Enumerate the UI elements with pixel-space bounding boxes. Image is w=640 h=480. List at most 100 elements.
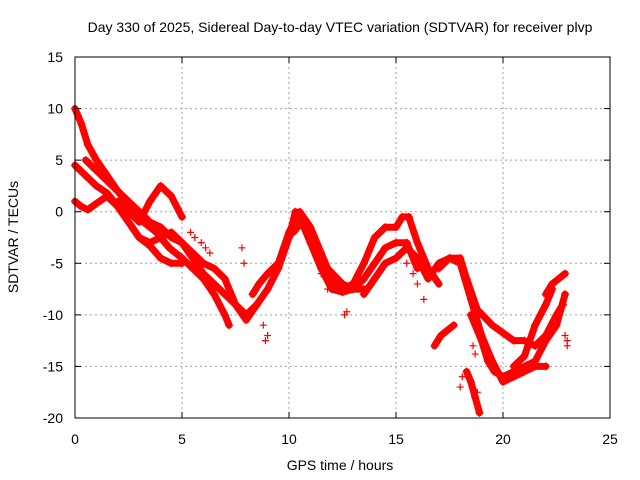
data-point xyxy=(252,300,261,309)
data-point xyxy=(263,269,272,278)
y-axis-label: SDTVAR / TECUs xyxy=(5,181,21,293)
data-point xyxy=(520,362,529,371)
data-point xyxy=(413,280,421,288)
data-point xyxy=(199,259,208,268)
data-point xyxy=(238,244,246,252)
data-point xyxy=(541,290,550,299)
data-point xyxy=(289,228,298,237)
data-point xyxy=(178,259,186,268)
data-point xyxy=(261,337,269,345)
data-point xyxy=(509,362,518,371)
data-point xyxy=(509,336,518,345)
data-point xyxy=(124,218,133,227)
data-point xyxy=(167,192,176,201)
data-point xyxy=(402,243,411,252)
data-point xyxy=(381,259,390,268)
data-point xyxy=(443,326,452,335)
data-point xyxy=(197,239,205,247)
data-point xyxy=(263,285,272,294)
data-point xyxy=(145,197,154,206)
data-point xyxy=(188,264,197,273)
data-point xyxy=(466,377,475,386)
data-point xyxy=(449,321,458,330)
data-point xyxy=(499,372,507,381)
data-point xyxy=(188,254,197,263)
data-point xyxy=(83,205,92,214)
data-point xyxy=(259,321,267,329)
data-point xyxy=(220,274,229,283)
y-tick-label: -10 xyxy=(43,307,63,323)
x-tick-label: 15 xyxy=(388,431,404,447)
data-point xyxy=(295,207,304,216)
data-point xyxy=(458,373,466,381)
data-point xyxy=(255,279,264,288)
data-point xyxy=(484,357,493,366)
x-tick-label: 20 xyxy=(495,431,511,447)
data-point xyxy=(490,367,499,376)
series-trace xyxy=(71,104,234,330)
data-point xyxy=(92,181,101,190)
data-point xyxy=(220,290,229,299)
data-point xyxy=(392,238,400,247)
isolated-points xyxy=(187,228,571,396)
data-point xyxy=(187,228,195,236)
data-point xyxy=(145,218,154,227)
data-point xyxy=(113,187,122,196)
data-point xyxy=(225,321,234,330)
data-point xyxy=(306,238,315,247)
data-point xyxy=(413,254,422,263)
data-point xyxy=(191,234,199,241)
data-point xyxy=(561,290,570,299)
data-point xyxy=(317,270,325,278)
data-point xyxy=(156,181,165,190)
data-point xyxy=(248,290,257,299)
series-trace xyxy=(430,321,458,350)
data-point xyxy=(424,274,433,283)
series-trace xyxy=(462,367,484,417)
data-point xyxy=(392,223,400,232)
data-point xyxy=(156,233,165,242)
data-points xyxy=(71,104,571,417)
data-point xyxy=(531,357,540,366)
series-trace xyxy=(289,218,422,297)
data-point xyxy=(473,388,481,396)
data-point xyxy=(404,212,413,221)
data-point xyxy=(202,244,210,252)
x-tick-label: 0 xyxy=(71,431,79,447)
data-point xyxy=(563,342,571,350)
x-tick-label: 10 xyxy=(281,431,297,447)
data-point xyxy=(135,218,144,227)
data-point xyxy=(359,259,368,268)
axis-ticks: 0 5 10 15 20 25 -20 -15 -10 -5 0 5 10 15 xyxy=(43,49,618,447)
x-axis-label: GPS time / hours xyxy=(287,457,394,473)
data-point xyxy=(92,156,101,165)
data-point xyxy=(413,238,422,247)
y-tick-label: 5 xyxy=(55,152,63,168)
chart-title: Day 330 of 2025, Sidereal Day-to-day VTE… xyxy=(88,19,593,35)
data-point xyxy=(210,290,219,299)
data-point xyxy=(420,295,428,303)
data-point xyxy=(381,223,390,232)
data-point xyxy=(370,259,379,268)
data-point xyxy=(232,301,239,309)
data-point xyxy=(541,336,550,345)
data-point xyxy=(77,202,86,211)
x-tick-label: 5 xyxy=(178,431,186,447)
data-point xyxy=(381,243,390,252)
data-point xyxy=(242,310,251,319)
data-point xyxy=(210,279,219,288)
data-point xyxy=(167,233,176,242)
data-point xyxy=(124,207,133,216)
series-trace xyxy=(248,207,443,299)
data-point xyxy=(103,176,112,185)
data-point xyxy=(145,238,154,247)
data-point xyxy=(178,212,186,221)
data-point xyxy=(434,279,443,288)
data-point xyxy=(77,120,86,129)
data-point xyxy=(297,218,306,227)
data-point xyxy=(220,310,229,319)
y-tick-label: -20 xyxy=(43,410,63,426)
data-point xyxy=(531,321,540,330)
data-point xyxy=(548,279,557,288)
